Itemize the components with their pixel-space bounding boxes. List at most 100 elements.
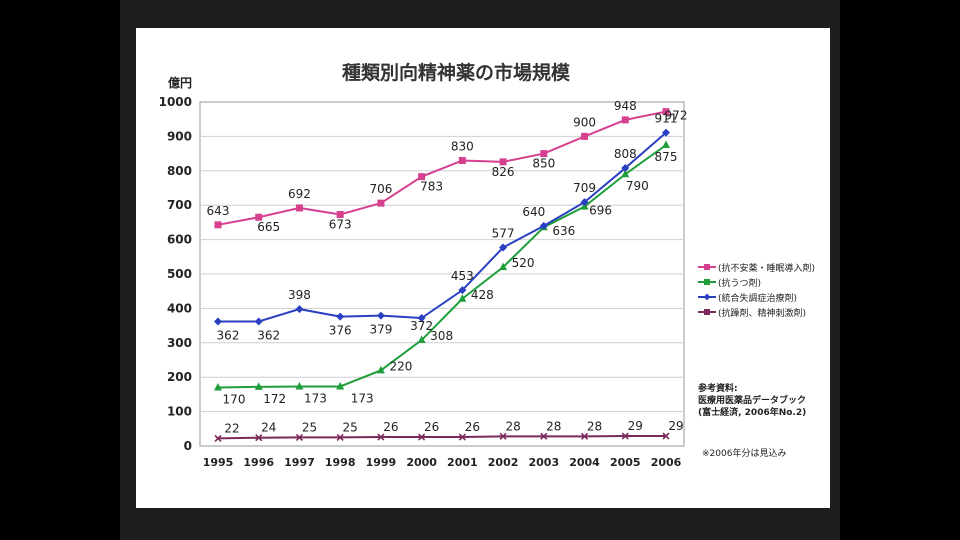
data-label: 972 [665, 109, 688, 123]
data-label: 783 [420, 180, 443, 194]
data-point [295, 381, 304, 390]
data-point [336, 433, 344, 441]
data-label: 640 [522, 205, 545, 219]
data-label: 643 [207, 204, 230, 218]
data-point [214, 434, 222, 442]
y-tick-label: 600 [167, 233, 192, 247]
x-tick-label: 1998 [325, 456, 356, 469]
legend-label: (統合失調症治療剤) [718, 293, 798, 304]
x-tick-label: 1997 [284, 456, 315, 469]
data-point [376, 365, 385, 374]
data-label: 398 [288, 288, 311, 302]
data-label: 850 [532, 157, 555, 171]
data-label: 453 [451, 269, 474, 283]
y-tick-label: 200 [167, 370, 192, 384]
data-label: 29 [668, 419, 683, 433]
data-point [499, 432, 507, 440]
data-label: 28 [587, 419, 602, 433]
data-label: 948 [614, 99, 637, 113]
data-label: 362 [257, 328, 280, 342]
data-label: 808 [614, 147, 637, 161]
data-point [417, 335, 426, 344]
data-point [540, 150, 548, 158]
y-tick-label: 900 [167, 129, 192, 143]
data-point [662, 128, 670, 137]
data-point [295, 204, 303, 212]
data-label: 22 [224, 421, 239, 435]
data-point [254, 317, 263, 326]
data-point [418, 173, 426, 181]
data-label: 706 [369, 182, 392, 196]
data-label: 665 [257, 220, 280, 234]
data-label: 379 [369, 323, 392, 337]
x-tick-label: 2003 [529, 456, 560, 469]
data-point [621, 169, 630, 178]
legend-swatch [698, 262, 716, 272]
estimate-note: ※2006年分は見込み [702, 449, 787, 459]
data-point [499, 158, 507, 166]
data-point [255, 213, 263, 221]
data-label: 428 [471, 288, 494, 302]
x-tick-label: 2006 [651, 456, 682, 469]
y-tick-label: 0 [184, 439, 192, 453]
data-label: 172 [263, 392, 286, 406]
series-line-4 [217, 435, 666, 440]
data-point [214, 317, 222, 326]
data-point [336, 381, 345, 390]
data-point [376, 311, 385, 320]
data-point [417, 314, 426, 323]
data-label: 900 [573, 115, 596, 129]
data-label: 173 [304, 391, 327, 405]
data-label: 520 [512, 256, 535, 270]
data-label: 636 [552, 224, 575, 238]
data-label: 29 [628, 419, 643, 433]
data-point [662, 432, 670, 440]
data-point [214, 221, 222, 229]
data-point [295, 305, 304, 314]
data-point [499, 243, 508, 252]
y-axis-unit: 億円 [168, 76, 193, 90]
data-label: 170 [223, 393, 246, 407]
y-tick-label: 500 [167, 267, 192, 281]
legend-swatch [698, 307, 716, 317]
data-label: 220 [389, 359, 412, 373]
slide: 種類別向精神薬の市場規模 億円 0 100 200 300 400 500 600 700 80… [136, 28, 830, 508]
data-point [254, 382, 263, 390]
data-label: 28 [546, 419, 561, 433]
series-line-1 [217, 110, 667, 226]
data-point [499, 262, 508, 271]
x-tick-label: 2001 [447, 456, 478, 469]
x-tick-label: 1995 [203, 456, 234, 469]
data-label: 173 [351, 391, 374, 405]
data-point [458, 433, 466, 441]
legend-label: (抗不安薬・睡眠導入剤) [718, 263, 816, 274]
y-tick-label: 300 [167, 336, 192, 350]
legend-label: (抗躁剤、精神刺激剤) [718, 308, 807, 319]
data-point [377, 433, 385, 441]
data-point [418, 433, 426, 441]
data-label: 709 [573, 181, 596, 195]
data-point [621, 116, 629, 124]
data-label: 790 [626, 179, 649, 193]
y-tick-label: 700 [167, 198, 192, 212]
data-point [580, 198, 589, 207]
y-tick-label: 1000 [159, 95, 192, 109]
data-label: 24 [261, 421, 276, 435]
data-label: 875 [655, 150, 678, 164]
data-label: 308 [430, 329, 453, 343]
data-point [621, 164, 630, 173]
data-label: 26 [465, 420, 480, 434]
data-point [580, 432, 589, 440]
x-tick-label: 1999 [366, 456, 397, 469]
data-point [621, 432, 629, 440]
x-tick-label: 2004 [569, 456, 600, 469]
data-point [540, 432, 548, 440]
legend-item: (抗うつ剤) [698, 275, 826, 289]
data-point [255, 434, 263, 442]
line-chart: 0 100 200 300 400 500 600 700 800 900 1000 1995 1996… [159, 95, 688, 469]
data-label: 25 [343, 420, 358, 434]
data-point [581, 132, 589, 140]
x-tick-label: 2000 [406, 456, 437, 469]
data-point [458, 156, 466, 164]
data-label: 376 [329, 324, 352, 338]
